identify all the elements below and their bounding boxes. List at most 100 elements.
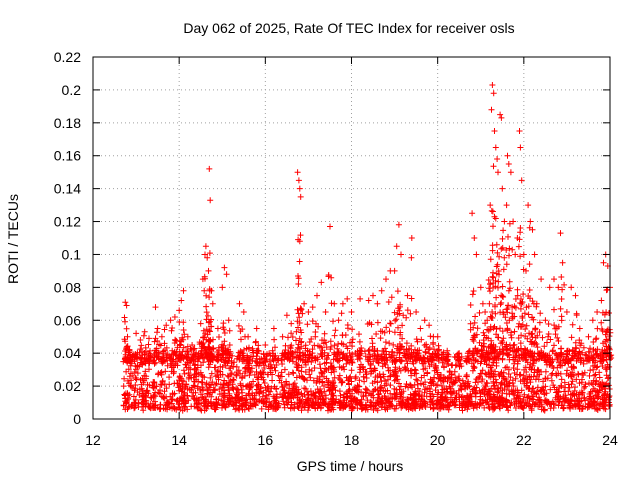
baseline-point [352,386,359,393]
cluster-point [509,246,516,253]
data-point [301,300,308,307]
cluster-point [348,356,355,363]
baseline-point [384,406,391,413]
data-point [219,284,226,291]
baseline-point [582,383,589,390]
cluster-point [493,353,500,359]
baseline-point [444,347,451,354]
baseline-point [317,386,324,392]
data-point [240,309,247,315]
data-point [421,317,428,324]
cluster-point [270,357,277,364]
grid-lines [93,57,610,419]
y-tick-label: 0.06 [54,312,81,328]
data-point [365,297,372,304]
baseline-point [143,398,150,404]
cluster-point [355,352,362,359]
data-point [167,317,174,324]
cluster-point [252,338,259,345]
baseline-point [283,400,290,406]
baseline-point [596,374,603,381]
cluster-point [161,340,168,347]
data-point [171,314,178,320]
baseline-point [595,401,602,408]
cluster-point [569,321,576,328]
cluster-point [387,354,394,361]
baseline-point [309,398,316,405]
baseline-point [194,383,201,390]
cluster-point [132,351,139,358]
cluster-point [425,358,432,365]
baseline-point [408,372,415,379]
cluster-point [344,357,351,364]
cluster-point [505,233,511,240]
baseline-point [120,383,127,390]
baseline-point [530,393,537,400]
cluster-point [181,331,188,338]
baseline-point [418,374,425,381]
cluster-point [403,314,410,321]
cluster-point [154,329,160,336]
cluster-point [541,343,548,350]
cluster-point [169,347,176,354]
baseline-point [540,387,547,394]
baseline-point [391,377,398,384]
baseline-point [447,384,454,391]
data-point [426,322,433,329]
cluster-point [492,303,498,310]
cluster-point [500,311,507,318]
baseline-point [381,393,388,400]
cluster-point [489,208,496,215]
baseline-point [261,380,268,386]
data-point [296,185,303,192]
cluster-point [551,322,558,329]
baseline-point [352,373,359,380]
baseline-point [280,393,287,399]
cluster-point [263,353,269,360]
cluster-point [418,336,425,343]
baseline-point [596,369,603,376]
baseline-point [278,373,285,380]
baseline-point [162,368,169,375]
baseline-point [470,363,477,370]
baseline-point [489,396,495,403]
cluster-point [180,336,187,343]
baseline-point [511,401,518,408]
baseline-point [263,392,270,399]
cluster-point [473,331,480,338]
baseline-point [302,385,309,392]
cluster-point [487,256,494,263]
baseline-point [346,375,353,381]
cluster-point [506,252,512,259]
baseline-point [575,391,582,398]
data-point [348,309,355,315]
cluster-point [471,319,478,326]
baseline-point [483,361,490,368]
cluster-point [408,254,415,261]
cluster-point [393,316,400,323]
cluster-point [480,337,487,344]
baseline-point [561,398,568,405]
cluster-point [180,327,187,333]
baseline-point [381,382,388,389]
baseline-point [181,370,188,377]
cluster-point [474,325,481,332]
baseline-point [249,403,256,410]
cluster-point [306,339,313,345]
cluster-point [295,281,302,287]
baseline-point [328,369,335,376]
baseline-point [558,376,565,383]
cluster-point [252,358,259,365]
cluster-point [140,332,147,339]
baseline-point [317,395,324,402]
cluster-point [496,253,503,260]
baseline-point [475,374,482,381]
baseline-point [301,385,308,392]
baseline-point [371,365,378,372]
baseline-point [582,351,589,358]
data-point [531,251,538,258]
cluster-point [328,300,335,307]
cluster-point [480,343,487,350]
baseline-point [227,371,234,378]
baseline-point [219,371,226,378]
